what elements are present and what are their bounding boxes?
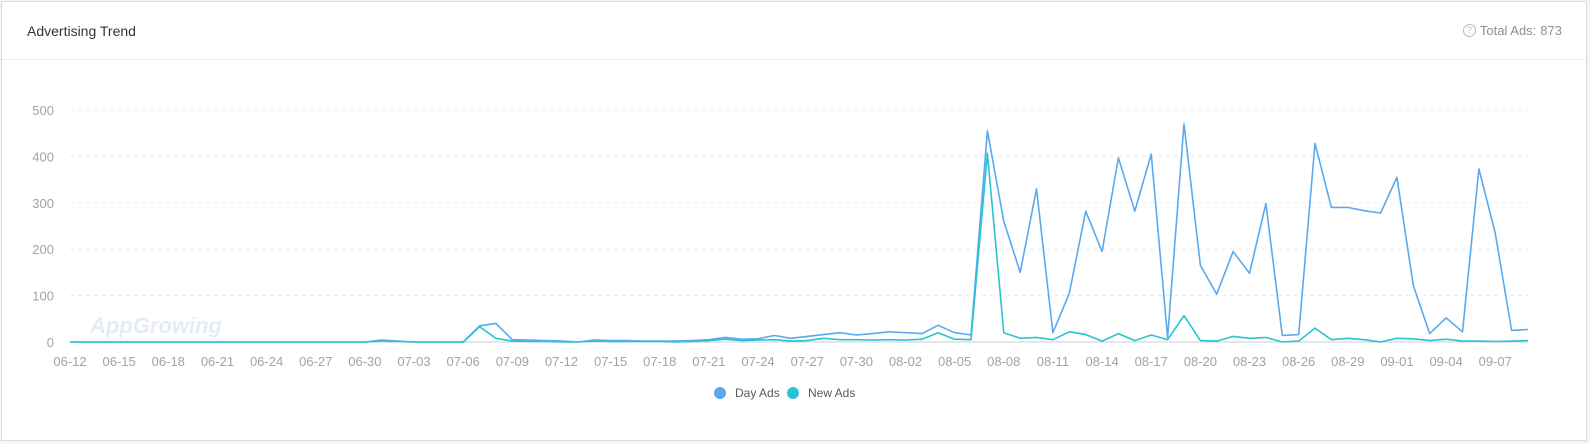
- x-tick-label: 08-05: [938, 354, 971, 369]
- watermark-logo: AppGrowing: [89, 313, 223, 338]
- x-tick-label: 08-02: [889, 354, 922, 369]
- series-line-new-ads: [70, 152, 1529, 343]
- x-tick-label: 08-08: [987, 354, 1020, 369]
- legend-label-new-ads[interactable]: New Ads: [808, 386, 855, 400]
- x-tick-label: 09-04: [1429, 354, 1462, 369]
- x-tick-label: 08-20: [1184, 354, 1217, 369]
- x-tick-label: 06-27: [299, 354, 332, 369]
- legend-marker-day-ads[interactable]: [714, 387, 726, 399]
- x-tick-label: 07-06: [447, 354, 480, 369]
- x-tick-label: 09-07: [1479, 354, 1512, 369]
- x-tick-label: 06-21: [201, 354, 234, 369]
- card-header: Advertising Trend ? Total Ads: 873: [2, 2, 1586, 60]
- total-ads-value: 873: [1540, 23, 1562, 38]
- legend-label-day-ads[interactable]: Day Ads: [735, 386, 780, 400]
- x-tick-label: 09-01: [1380, 354, 1413, 369]
- total-ads-label: Total Ads:: [1479, 23, 1537, 38]
- x-tick-label: 06-18: [152, 354, 185, 369]
- y-tick-label: 200: [32, 242, 54, 257]
- x-tick-label: 08-26: [1282, 354, 1315, 369]
- x-tick-label: 06-24: [250, 354, 283, 369]
- x-tick-label: 06-30: [348, 354, 381, 369]
- y-tick-label: 300: [32, 196, 54, 211]
- x-tick-label: 07-18: [643, 354, 676, 369]
- total-ads: ? Total Ads: 873: [1462, 23, 1562, 38]
- legend-marker-new-ads[interactable]: [787, 387, 799, 399]
- x-tick-label: 07-15: [594, 354, 627, 369]
- x-tick-label: 07-03: [397, 354, 430, 369]
- y-tick-label: 0: [47, 335, 54, 350]
- x-tick-label: 08-23: [1233, 354, 1266, 369]
- x-tick-label: 06-12: [53, 354, 86, 369]
- x-tick-label: 07-24: [741, 354, 774, 369]
- x-tick-label: 08-17: [1135, 354, 1168, 369]
- x-tick-label: 08-14: [1085, 354, 1118, 369]
- x-tick-label: 07-09: [496, 354, 529, 369]
- question-circle-icon[interactable]: ?: [1462, 24, 1476, 37]
- y-tick-label: 500: [32, 103, 54, 118]
- x-tick-label: 07-30: [840, 354, 873, 369]
- x-tick-label: 08-29: [1331, 354, 1364, 369]
- x-tick-label: 07-21: [692, 354, 725, 369]
- card-title: Advertising Trend: [27, 23, 136, 39]
- y-tick-label: 100: [32, 289, 54, 304]
- x-tick-label: 06-15: [103, 354, 136, 369]
- x-tick-label: 07-27: [791, 354, 824, 369]
- y-tick-label: 400: [32, 149, 54, 164]
- x-tick-label: 08-11: [1037, 354, 1069, 369]
- x-tick-label: 07-12: [545, 354, 578, 369]
